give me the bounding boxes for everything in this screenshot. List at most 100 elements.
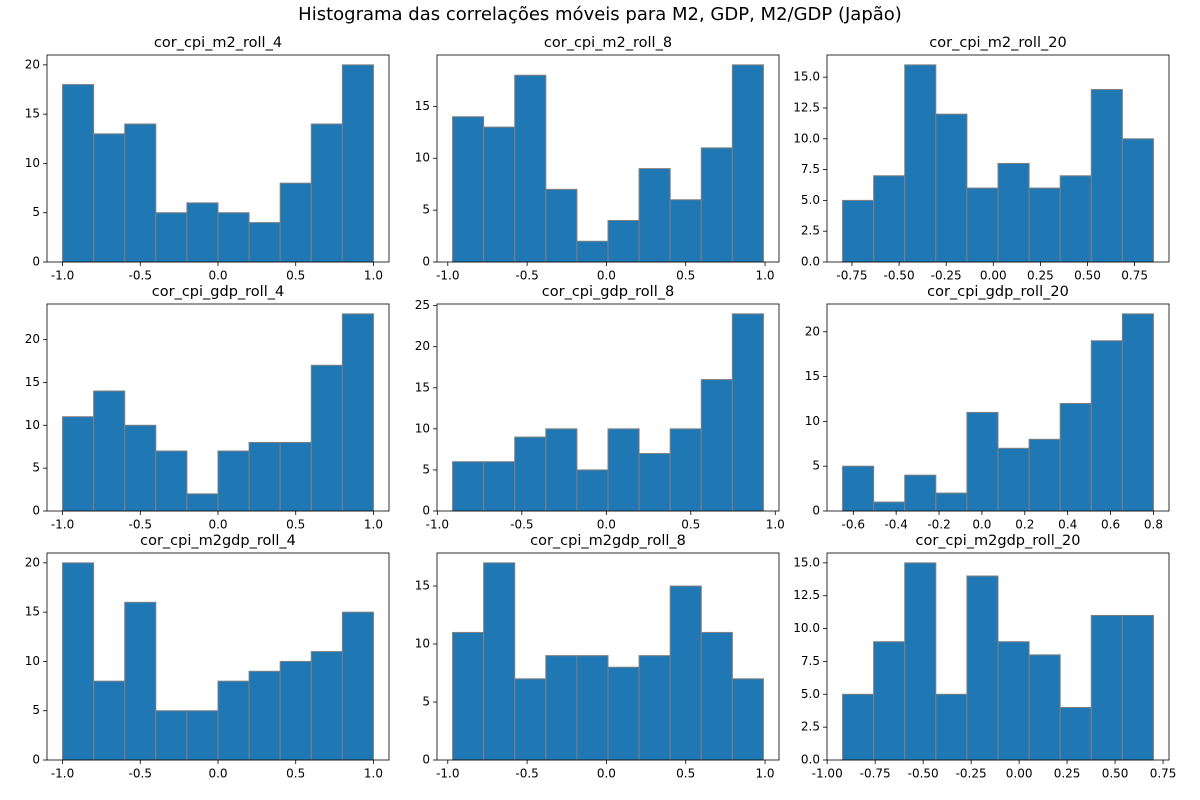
subplot: -0.6 -0.4 -0.2 0.0 0.2 0.4 0.6 0.8 0 5 10 15 20 cor_c…	[805, 284, 1170, 532]
x-tick-label: 1.0	[364, 269, 383, 283]
y-tick-label: 10	[25, 156, 40, 170]
bar	[638, 453, 671, 512]
y-tick-label: 12.5	[793, 588, 820, 602]
x-tick-label: -0.25	[931, 269, 962, 283]
bar	[700, 147, 733, 263]
bar	[514, 436, 547, 512]
y-tick-label: 2.5	[801, 224, 820, 238]
x-tick-label: 0.25	[1027, 269, 1054, 283]
bar	[155, 212, 188, 263]
bar	[341, 313, 374, 512]
y-tick-label: 0	[32, 255, 40, 269]
bar	[1090, 89, 1123, 263]
bar	[279, 660, 312, 761]
x-tick-label: 0.0	[597, 269, 616, 283]
bar	[1028, 654, 1061, 761]
bar	[997, 162, 1030, 263]
y-tick-label: 20	[25, 555, 40, 569]
x-tick-label: -0.5	[515, 269, 538, 283]
bar	[452, 116, 485, 263]
subplot-title: cor_cpi_m2gdp_roll_8	[530, 533, 686, 549]
bar	[62, 84, 95, 263]
bar	[1090, 340, 1123, 512]
bar	[873, 175, 906, 263]
axes-frame	[826, 303, 1170, 512]
x-tick-label: 1.0	[364, 767, 383, 781]
y-tick-label: 25	[415, 298, 430, 312]
bar	[1028, 187, 1061, 263]
bar	[638, 655, 671, 761]
bar	[935, 693, 968, 761]
bar	[279, 182, 312, 263]
x-tick-label: 0.5	[681, 518, 700, 532]
bar	[248, 670, 281, 761]
y-tick-label: 0	[32, 753, 40, 767]
x-tick-label: 0.0	[597, 767, 616, 781]
bar	[904, 474, 937, 512]
x-tick-label: 0.8	[1144, 518, 1163, 532]
bar	[1028, 438, 1061, 512]
bar	[186, 493, 219, 512]
y-tick-label: 5	[32, 205, 40, 219]
y-tick-label: 10	[805, 414, 820, 428]
bar	[514, 678, 547, 761]
bar	[1090, 614, 1123, 761]
bar	[545, 655, 578, 761]
bar	[186, 202, 219, 263]
y-tick-label: 0	[422, 753, 430, 767]
y-tick-label: 20	[805, 324, 820, 338]
x-tick-label: 0.0	[208, 767, 227, 781]
subplot: -1.0 -0.5 0.0 0.5 1.0 0 5 10 15 cor_cpi_m2_roll_8	[415, 35, 780, 283]
bar	[935, 492, 968, 512]
y-tick-label: 0	[812, 504, 820, 518]
bar	[155, 710, 188, 761]
bar	[1059, 402, 1092, 512]
x-tick-label: -0.5	[129, 767, 152, 781]
bar	[873, 641, 906, 761]
y-tick-label: 5	[422, 695, 430, 709]
bar	[341, 64, 374, 263]
x-tick-label: 0.5	[286, 269, 305, 283]
x-tick-label: -1.0	[51, 269, 74, 283]
x-tick-label: 0.2	[1015, 518, 1034, 532]
bar	[904, 562, 937, 761]
y-tick-label: 15	[805, 369, 820, 383]
x-tick-label: -0.75	[836, 269, 867, 283]
subplot-title: cor_cpi_gdp_roll_8	[542, 284, 674, 300]
y-tick-label: 5.0	[801, 687, 820, 701]
y-tick-label: 15	[415, 99, 430, 113]
y-tick-label: 0	[422, 504, 430, 518]
x-tick-label: 0.5	[286, 518, 305, 532]
bar	[966, 187, 999, 263]
subplot: -1.0 -0.5 0.0 0.5 1.0 0 5 10 15 20 cor_cpi_m2_roll…	[25, 35, 390, 283]
x-tick-label: -1.0	[51, 518, 74, 532]
y-tick-label: 20	[25, 332, 40, 346]
bar	[842, 693, 875, 761]
x-tick-label: 0.4	[1058, 518, 1077, 532]
x-tick-label: -0.5	[129, 518, 152, 532]
bar	[124, 601, 157, 761]
x-tick-label: 0.5	[286, 767, 305, 781]
bar	[731, 678, 764, 761]
y-tick-label: 0.0	[801, 753, 820, 767]
x-tick-label: -0.2	[927, 518, 950, 532]
bar	[669, 585, 702, 761]
y-tick-label: 0	[422, 255, 430, 269]
x-tick-label: 1.0	[766, 518, 785, 532]
y-tick-label: 15.0	[793, 70, 820, 84]
bar	[1121, 138, 1154, 263]
x-tick-label: 0.00	[980, 269, 1007, 283]
x-tick-label: 0.0	[972, 518, 991, 532]
bar	[607, 666, 640, 761]
x-tick-label: -1.0	[436, 767, 459, 781]
y-tick-label: 15	[415, 579, 430, 593]
subplot: -1.0 -0.5 0.0 0.5 1.0 0 5 10 15 20 25 cor_cpi_gdp_r…	[415, 284, 785, 532]
x-tick-label: 0.0	[597, 518, 616, 532]
bar	[1121, 313, 1154, 512]
x-tick-label: -0.75	[860, 767, 891, 781]
bar	[310, 364, 343, 512]
x-tick-label: 0.00	[1006, 767, 1033, 781]
x-tick-label: -0.4	[884, 518, 907, 532]
bar	[483, 562, 516, 761]
bar	[483, 461, 516, 512]
